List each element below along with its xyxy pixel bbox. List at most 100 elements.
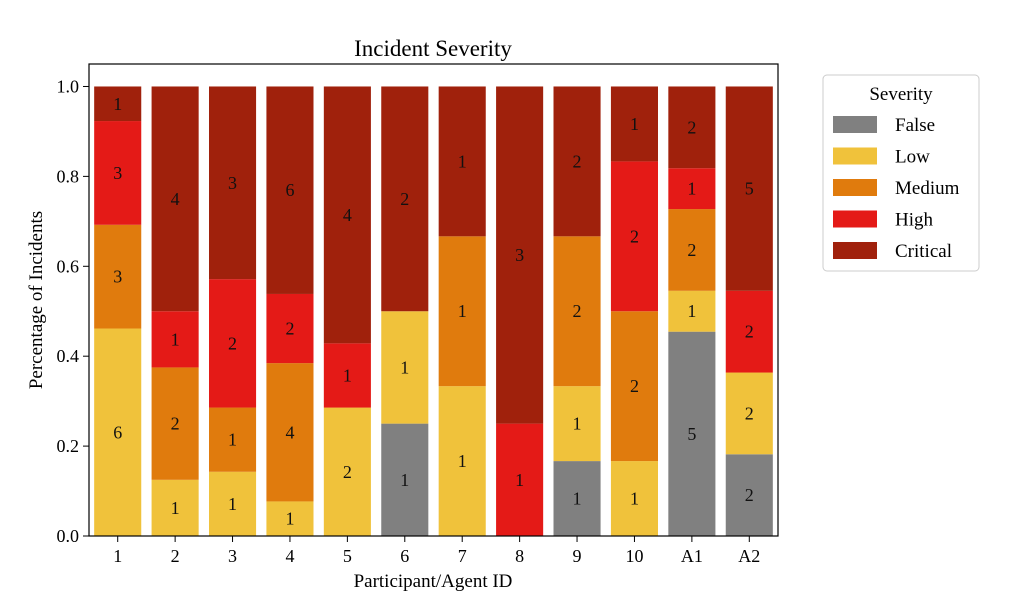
bar-count-label: 2 [630,226,639,246]
y-tick-label: 0.8 [57,166,80,186]
bar-segment [323,86,371,344]
bar-segment [266,86,314,294]
legend-label: Critical [895,241,952,262]
bar-count-label: 1 [171,498,180,518]
chart-title: Incident Severity [354,36,512,61]
bar-count-label: 1 [458,151,467,171]
bar-count-label: 3 [228,173,237,193]
bar-count-label: 3 [515,245,524,265]
bar-count-label: 1 [687,301,696,321]
y-axis-ticks: 0.0 0.2 0.4 0.6 0.8 1.0 [57,76,89,546]
bar-segment [266,501,314,536]
x-tick-label: 6 [400,546,409,566]
bar-count-label: 1 [171,329,180,349]
bar-segment [151,479,199,536]
bar-count-label: 2 [343,462,352,482]
legend-swatch [833,116,877,133]
bar-segment [381,86,429,312]
bar-count-label: 1 [285,509,294,529]
bar-segment [725,86,773,291]
bar-segment [553,386,601,462]
bar-segment [151,367,199,480]
bar-count-label: 1 [573,489,582,509]
bar-count-label: 1 [228,430,237,450]
bar-segment [209,407,257,472]
bar-segment [209,279,257,408]
y-tick-label: 1.0 [57,76,80,96]
bar-count-label: 4 [285,422,294,442]
x-tick-label: 10 [625,546,643,566]
bar-count-label: 2 [630,376,639,396]
bar-segment [610,161,658,312]
bar-count-label: 4 [171,189,180,209]
bar-count-label: 5 [745,179,754,199]
x-tick-label: 7 [458,546,467,566]
bar-segment [610,86,658,162]
legend-label: False [895,115,935,136]
legend-swatch [833,210,877,228]
y-tick-label: 0.4 [57,346,80,366]
bar-segment [323,343,371,408]
bar-segment [151,86,199,312]
legend-entries: False Low Medium High Critical [833,115,960,262]
bar-count-label: 2 [745,322,754,342]
x-tick-label: A2 [738,546,760,566]
bar-segment [94,328,142,536]
bar-count-label: 6 [285,180,294,200]
bar-segment [668,86,716,169]
bar-segment [94,224,142,329]
bar-segment [266,363,314,502]
bar-segment [438,386,486,536]
bar-segment [725,290,773,373]
bar-count-label: 1 [687,179,696,199]
bar-count-label: 1 [113,94,122,114]
bar-count-label: 4 [343,205,352,225]
bar-count-label: 1 [515,470,524,490]
bar-segment [94,121,142,225]
bar-count-label: 1 [630,114,639,134]
y-axis-label: Percentage of Incidents [26,211,47,389]
bar-count-label: 1 [630,489,639,509]
bar-count-label: 6 [113,422,122,442]
bar-count-label: 1 [400,357,409,377]
bars [94,86,773,536]
bar-segment [381,423,429,536]
bar-segment [553,461,601,536]
bar-segment [381,311,429,424]
bar-segment [323,407,371,536]
bar-segment [610,461,658,536]
y-tick-label: 0.6 [57,256,80,276]
bar-count-label: 1 [400,470,409,490]
legend-label: High [895,210,934,231]
legend: Severity False Low Medium High Critical [822,74,980,272]
x-tick-label: 2 [171,546,180,566]
bar-segment [496,423,544,536]
bar-segment [725,372,773,455]
bar-labels: 6 3 3 1 1 2 1 4 1 1 2 3 1 4 2 6 2 1 4 1 1 2 1 1 1 1 3 1 1 2 2 1 2 2 1 5 1 2 1 2… [113,94,754,529]
bar-segment [438,86,486,237]
x-tick-label: 3 [228,546,237,566]
bar-segment [553,236,601,387]
bar-segment [94,86,142,122]
bar-count-label: 2 [228,333,237,353]
bar-segment [668,168,716,210]
bar-count-label: 1 [228,494,237,514]
bar-count-label: 1 [458,301,467,321]
y-tick-label: 0.0 [57,526,80,546]
bar-count-label: 2 [400,189,409,209]
x-axis-ticks: 1 2 3 4 5 6 7 8 9 10 A1 A2 [113,536,760,566]
bar-count-label: 5 [687,424,696,444]
bar-segment [209,471,257,536]
legend-swatch [833,147,877,165]
bar-count-label: 2 [573,301,582,321]
bar-count-label: 2 [687,117,696,137]
bar-segment [266,293,314,364]
y-tick-label: 0.2 [57,436,80,456]
bar-segment [438,236,486,387]
x-tick-label: A1 [681,546,703,566]
plot-frame [88,63,779,537]
legend-title: Severity [869,84,933,105]
x-tick-label: 9 [573,546,582,566]
legend-swatch [833,179,877,196]
